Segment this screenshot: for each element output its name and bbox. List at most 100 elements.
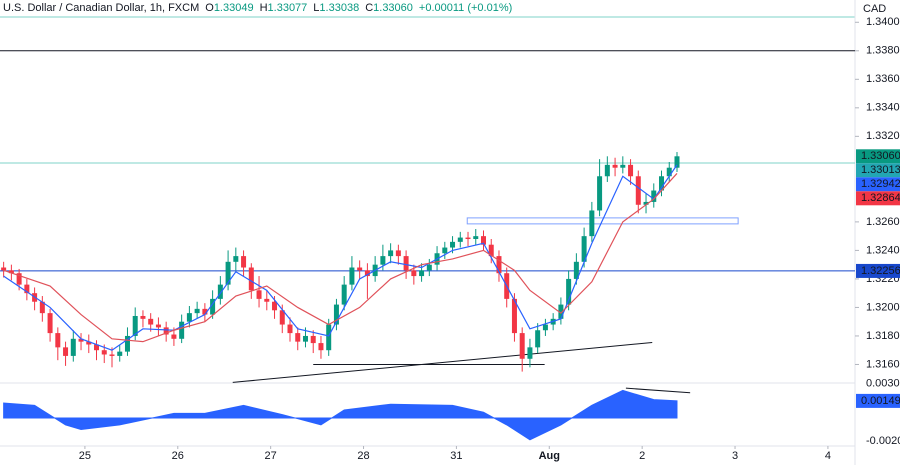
candle-body	[310, 335, 316, 344]
candle-body	[86, 341, 92, 345]
candle-body	[620, 164, 626, 168]
candle-body	[457, 237, 463, 242]
moving-average	[3, 173, 678, 343]
ohlc-key: C	[365, 2, 373, 14]
candle-body	[411, 270, 417, 277]
candle-body	[659, 176, 665, 191]
price-label: 1.32942	[861, 178, 900, 190]
candle-body	[194, 308, 200, 314]
ohlc-value: 1.33049	[214, 2, 254, 14]
candle-body	[24, 284, 30, 294]
candle-body	[535, 330, 541, 348]
candle-body	[225, 261, 231, 285]
candle-body	[341, 284, 347, 305]
y-tick-label: 1.33200	[866, 130, 900, 142]
candle-body	[488, 244, 494, 257]
candle-body	[47, 313, 53, 334]
candle-body	[202, 308, 208, 315]
x-tick-label: 27	[265, 450, 277, 462]
candle-body	[155, 324, 161, 328]
price-label-bg	[856, 191, 900, 206]
candle-body	[674, 156, 680, 168]
candle-body	[117, 351, 123, 356]
ohlc-key: L	[313, 2, 319, 14]
candle-body	[527, 347, 533, 359]
candle-body	[248, 267, 254, 291]
candle-body	[465, 237, 471, 239]
y-tick-label: 1.33800	[866, 45, 900, 57]
candle-body	[287, 324, 293, 334]
candle-body	[349, 267, 355, 285]
candle-body	[39, 301, 45, 314]
candle-body	[357, 267, 363, 271]
candle-body	[333, 304, 339, 325]
candle-body	[666, 167, 672, 177]
y-tick-label: 1.32400	[866, 244, 900, 256]
candle-body	[148, 318, 154, 325]
price-label: 1.32864	[861, 192, 900, 204]
osc-tick-label: 0.00300	[866, 377, 900, 389]
candle-body	[1, 267, 7, 271]
candle-body	[473, 236, 479, 239]
candle-body	[573, 261, 579, 279]
candle-body	[318, 343, 324, 351]
candle-body	[132, 315, 138, 336]
candle-body	[256, 290, 262, 299]
ohlc-value: 1.33077	[268, 2, 308, 14]
candle-body	[419, 270, 425, 277]
candle-body	[604, 164, 610, 177]
candle-body	[651, 190, 657, 202]
candle-body	[326, 324, 332, 351]
y-tick-label: 1.32600	[866, 216, 900, 228]
x-tick-label: 25	[79, 450, 91, 462]
y-tick-label: 1.33400	[866, 102, 900, 114]
osc-last-label: 0.00149	[861, 395, 900, 407]
candle-body	[163, 327, 169, 335]
candle-body	[480, 236, 486, 245]
y-tick-label: 1.33600	[866, 73, 900, 85]
ohlc-value: 1.33060	[373, 2, 413, 14]
candle-body	[643, 201, 649, 205]
candle-body	[364, 270, 370, 277]
price-label: 1.33013	[861, 164, 900, 176]
candle-body	[233, 256, 239, 262]
candle-body	[519, 333, 525, 359]
candle-body	[55, 333, 61, 348]
osc-last-bg	[856, 393, 900, 408]
x-tick-label: 26	[172, 450, 184, 462]
candle-body	[171, 334, 177, 339]
candle-body	[109, 354, 115, 356]
candle-body	[94, 344, 100, 351]
candle-body	[264, 298, 270, 302]
candle-body	[124, 335, 130, 352]
price-label-bg	[856, 263, 900, 278]
header: U.S. Dollar / Canadian Dollar, 1h, FXCM O…	[3, 2, 512, 14]
candle-body	[511, 298, 517, 334]
candle-body	[140, 315, 146, 319]
candle-body	[612, 164, 618, 168]
candle-body	[581, 236, 587, 262]
candle-body	[186, 313, 192, 322]
x-tick-label: 2	[639, 450, 645, 462]
candle-body	[302, 335, 308, 342]
candle-body	[279, 310, 285, 325]
title: U.S. Dollar / Canadian Dollar, 1h, FXCM	[3, 2, 199, 14]
ohlc-key: O	[205, 2, 214, 14]
candle-body	[635, 176, 641, 205]
candle-body	[403, 256, 409, 271]
ohlc-value: 1.33038	[319, 2, 359, 14]
candle-body	[442, 247, 448, 254]
y-tick-label: 1.32000	[866, 301, 900, 313]
x-tick-label: 28	[357, 450, 369, 462]
candle-body	[217, 284, 223, 299]
candle-body	[295, 333, 301, 342]
osc-trendline	[625, 387, 691, 394]
x-tick-label: 3	[732, 450, 738, 462]
candle-body	[450, 241, 456, 248]
x-tick-label: 31	[450, 450, 462, 462]
candle-body	[78, 338, 84, 342]
change: +0.00011 (+0.01%)	[419, 2, 512, 14]
candle-body	[179, 321, 185, 339]
